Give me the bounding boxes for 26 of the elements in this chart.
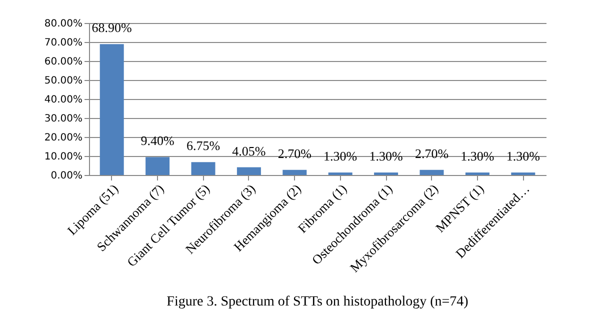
data-label: 1.30% xyxy=(460,148,494,164)
y-tick-label: 60.00% xyxy=(44,56,82,68)
bar xyxy=(146,157,170,175)
y-tick-label: 10.00% xyxy=(44,152,82,162)
y-tick-label: 40.00% xyxy=(44,94,82,106)
data-label: 68.90% xyxy=(92,20,132,36)
data-label: 6.75% xyxy=(186,138,220,154)
data-label: 2.70% xyxy=(278,146,312,161)
y-tick-label: 80.00% xyxy=(44,18,82,30)
bar xyxy=(100,44,124,175)
data-label: 1.30% xyxy=(324,148,358,164)
text: Figure 3. Spectrum of STTs on histopathology (n=74) xyxy=(166,294,469,310)
y-tick-label: 70.00% xyxy=(44,38,82,48)
y-tick-label: 50.00% xyxy=(44,76,82,86)
data-label: 2.70% xyxy=(414,146,449,161)
bar xyxy=(420,170,444,175)
y-tick-label: 20.00% xyxy=(44,132,82,144)
y-tick-label: 0.00% xyxy=(50,170,82,182)
data-label: 1.30% xyxy=(369,148,404,164)
bar xyxy=(282,170,307,175)
bar xyxy=(236,167,261,175)
data-label: 1.30% xyxy=(506,148,540,164)
bar xyxy=(191,162,216,175)
data-label: 4.05% xyxy=(232,143,266,158)
y-tick-label: 30.00% xyxy=(44,114,82,124)
data-label: 9.40% xyxy=(140,133,175,148)
